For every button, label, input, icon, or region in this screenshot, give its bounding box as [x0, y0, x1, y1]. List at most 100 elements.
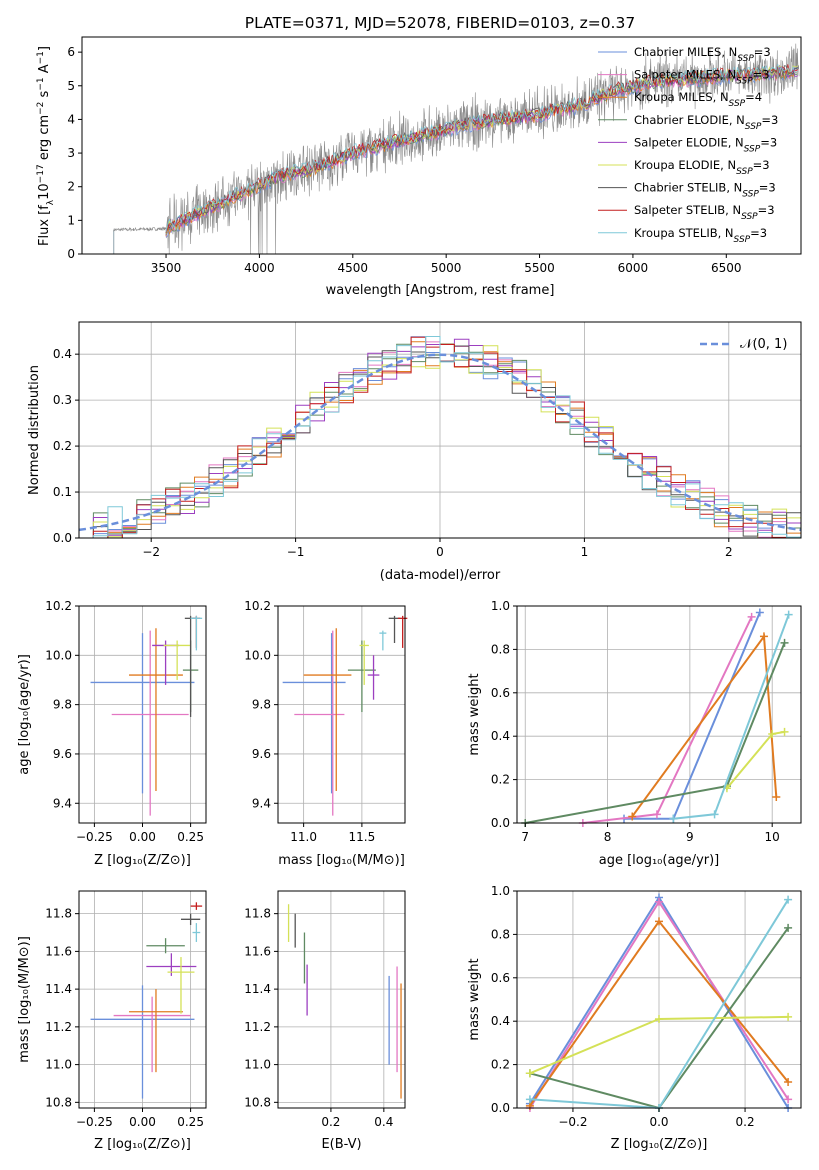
y-tick-label: 1	[67, 213, 75, 227]
axes-frame	[81, 36, 802, 255]
mass-weight-marker	[784, 1012, 793, 1021]
y-tick-label: 11.2	[244, 1020, 271, 1034]
y-tick-label: 9.4	[252, 796, 271, 810]
y-tick-label: 0.1	[53, 485, 72, 499]
mass-weight-marker	[652, 810, 661, 819]
axes-mass_vs_ebv: 0.2 0.4 10.8 11.0 11.2 11.4 11.6 11.8 E(B-V)	[244, 890, 406, 1152]
normal-reference-curve	[78, 353, 802, 532]
y-axis-label: mass weight	[467, 673, 482, 755]
mass-weight-marker	[655, 917, 663, 926]
y-tick-label: 10.2	[45, 599, 72, 613]
plot-area	[287, 904, 402, 1099]
x-tick-label: 0.00	[129, 830, 156, 844]
legend-entry: Kroupa ELODIE, NSSP=3	[634, 158, 770, 177]
x-tick-label: 7	[521, 830, 529, 844]
y-tick-label: 11.6	[45, 944, 72, 958]
figure-title: PLATE=0371, MJD=52078, FIBERID=0103, z=0…	[245, 14, 635, 32]
x-tick-label: 9	[686, 830, 694, 844]
x-tick-label: 0.4	[374, 1115, 393, 1129]
x-tick-label: 1	[581, 545, 589, 559]
axes-mass_vs_Z: −0.25 0.00 0.25 10.8 11.0 11.2 11.4 11.6 11.8 Z […	[17, 890, 207, 1152]
x-tick-label: 0.2	[736, 1115, 755, 1129]
mass-weight-marker	[780, 638, 789, 647]
y-axis-label: mass [log₁₀(M/M⊙)]	[17, 936, 32, 1063]
mass-weight-marker	[655, 897, 663, 906]
x-tick-label: 0.2	[321, 1115, 340, 1129]
mass-weight-marker	[784, 895, 793, 904]
legend-entry: Chabrier ELODIE, NSSP=3	[634, 113, 778, 132]
y-tick-label: 1.0	[491, 884, 510, 898]
legend-entry: Salpeter STELIB, NSSP=3	[634, 203, 775, 222]
y-tick-label: 0.4	[491, 1014, 510, 1028]
y-axis-label: mass weight	[467, 958, 482, 1040]
x-tick-label: 8	[604, 830, 612, 844]
mass-weight-marker	[669, 814, 678, 823]
grid	[278, 891, 405, 1108]
y-tick-label: 3	[67, 146, 75, 160]
x-tick-label: 0.0	[649, 1115, 668, 1129]
axes-residuals: −2 −1 0 1 2 0.0 0.1 0.2 0.3 0.4 𝒩(0, 1) (data-model…	[27, 321, 802, 583]
y-axis-label: Flux [fλ10−17 erg cm−2 s−1 A−1]	[36, 46, 56, 246]
axes-frame	[277, 890, 406, 1109]
y-tick-label: 0.2	[53, 439, 72, 453]
x-tick-label: −0.25	[76, 830, 113, 844]
mass-weight-marker	[759, 632, 768, 641]
model-spectrum	[165, 64, 799, 233]
plot-area	[90, 902, 203, 1099]
x-tick-label: −0.25	[76, 1115, 113, 1129]
grid	[517, 605, 801, 824]
x-axis-label: Z [log₁₀(Z/Z⊙)]	[611, 1137, 708, 1152]
residual-histogram	[79, 336, 801, 539]
y-tick-label: 0.4	[53, 347, 72, 361]
mass-weight-series	[673, 614, 790, 820]
y-tick-label: 9.6	[252, 747, 271, 761]
y-tick-label: 0.0	[491, 816, 510, 830]
x-axis-label: Z [log₁₀(Z/Z⊙)]	[94, 1137, 191, 1152]
x-tick-label: 0.25	[177, 1115, 204, 1129]
mass-weight-marker	[525, 1095, 534, 1104]
mass-weight-marker	[755, 608, 764, 617]
x-tick-label: 10	[765, 830, 780, 844]
y-tick-label: 10.0	[244, 648, 271, 662]
legend-entry: Chabrier STELIB, NSSP=3	[634, 181, 776, 200]
model-spectrum	[165, 64, 799, 233]
y-tick-label: 0.4	[491, 729, 510, 743]
x-tick-label: 2	[725, 545, 733, 559]
y-tick-label: 0.2	[491, 1058, 510, 1072]
x-tick-label: 0.00	[129, 1115, 156, 1129]
plot-area	[521, 608, 793, 827]
y-tick-label: 11.0	[244, 1058, 271, 1072]
y-tick-label: 6	[67, 45, 75, 59]
y-tick-label: 10.2	[244, 599, 271, 613]
y-tick-label: 10.8	[244, 1095, 271, 1109]
y-tick-label: 1.0	[491, 599, 510, 613]
y-tick-label: 10.0	[45, 648, 72, 662]
x-tick-label: −2	[142, 545, 160, 559]
mass-weight-marker	[768, 730, 777, 739]
y-tick-label: 10.8	[45, 1095, 72, 1109]
y-tick-label: 0.0	[491, 1101, 510, 1115]
y-tick-label: 11.6	[244, 944, 271, 958]
y-tick-label: 11.4	[45, 982, 72, 996]
x-axis-label: Z [log₁₀(Z/Z⊙)]	[94, 853, 191, 868]
x-tick-label: 0.25	[177, 830, 204, 844]
axes-age_vs_Z: −0.25 0.00 0.25 9.4 9.6 9.8 10.0 10.2 Z [log₁₀(Z…	[17, 599, 207, 868]
x-tick-label: −0.2	[558, 1115, 587, 1129]
y-tick-label: 0.0	[53, 531, 72, 545]
x-tick-label: 11.0	[290, 830, 317, 844]
y-tick-label: 0.8	[491, 642, 510, 656]
x-tick-label: 0	[436, 545, 444, 559]
legend-entry: Salpeter MILES, NSSP=3	[634, 68, 770, 87]
x-tick-label: 5000	[431, 261, 462, 275]
mass-weight-marker	[784, 923, 793, 932]
y-tick-label: 9.4	[53, 796, 72, 810]
axes-massweight_vs_Z: −0.2 0.0 0.2 0.0 0.2 0.4 0.6 0.8 1.0 Z [log₁₀(Z/Z…	[467, 884, 802, 1152]
x-tick-label: 6000	[618, 261, 649, 275]
y-tick-label: 11.2	[45, 1020, 72, 1034]
mass-weight-marker	[525, 1069, 534, 1078]
axes-age_vs_mass: 11.0 11.5 9.4 9.6 9.8 10.0 10.2 mass [log₁₀(M/M…	[244, 599, 408, 868]
y-axis-label: age [log₁₀(age/yr)]	[17, 654, 32, 775]
plot-area	[78, 336, 802, 539]
y-tick-label: 0	[67, 247, 75, 261]
mass-weight-marker	[710, 810, 719, 819]
